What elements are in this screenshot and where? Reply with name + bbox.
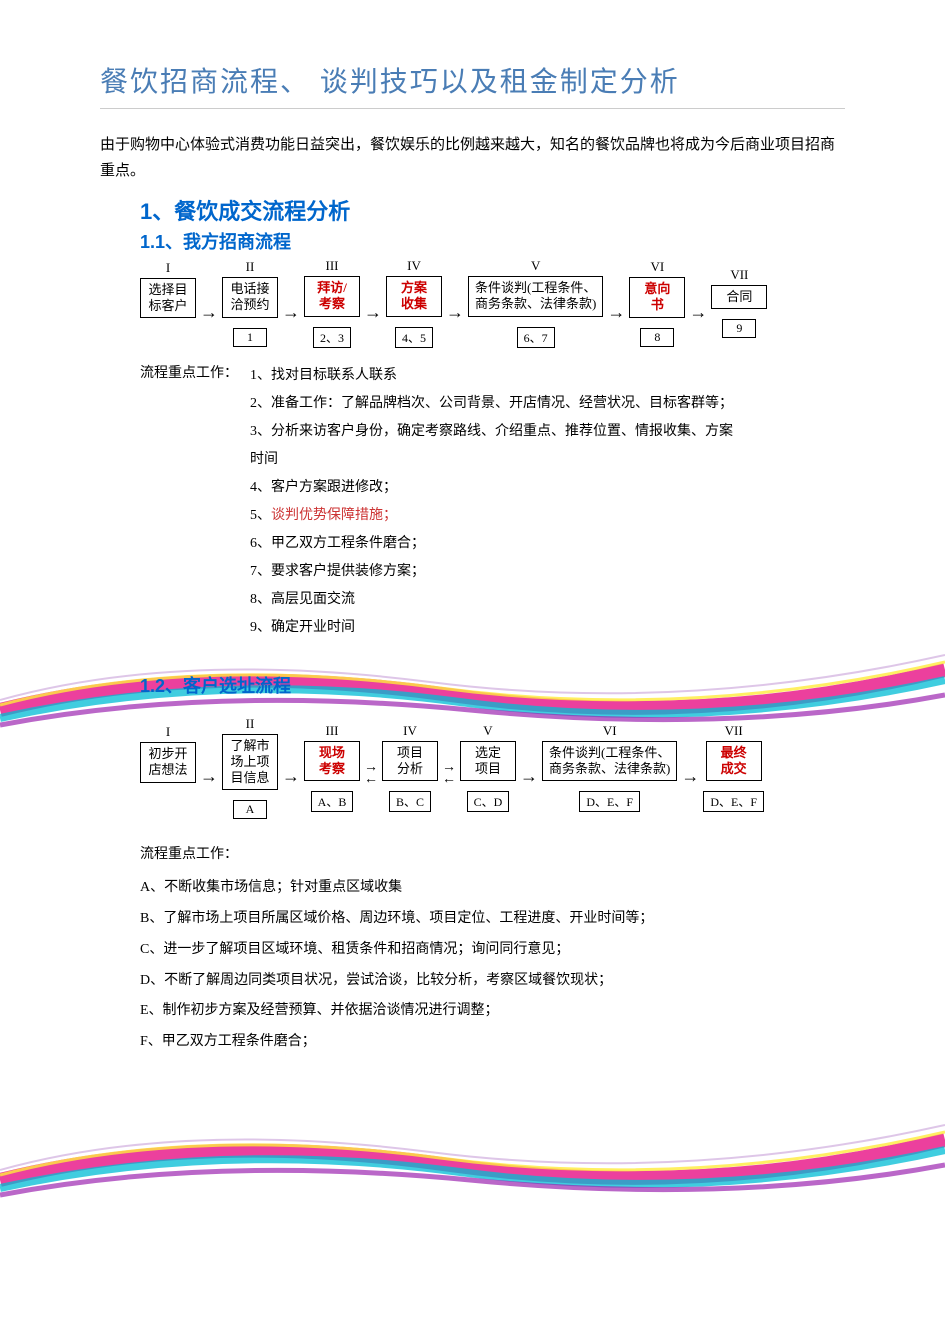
flow-node: 条件谈判(工程条件、商务条款、法律条款) [542,741,677,782]
flow-node: 现场考察 [304,741,360,782]
flow-node: 选择目标客户 [140,278,196,319]
flow-1-work-list: 1、找对目标联系人联系2、准备工作：了解品牌档次、公司背景、开店情况、经营状况、… [250,362,845,642]
arrow-icon: → [677,767,703,785]
work-item: 5、谈判优势保障措施； [250,502,845,530]
flow-node: 初步开店想法 [140,742,196,783]
flow-step: I 初步开店想法 [140,724,196,811]
flow-step-roman: IV [403,723,417,739]
intro-paragraph: 由于购物中心体验式消费功能日益突出，餐饮娱乐的比例越来越大，知名的餐饮品牌也将成… [100,133,845,184]
flow-sub-box: 8 [640,328,674,347]
page-title: 餐饮招商流程、 谈判技巧以及租金制定分析 [100,60,845,109]
work-item: 7、要求客户提供装修方案； [250,558,845,586]
work-item: 8、高层见面交流 [250,586,845,614]
work-item: C、进一步了解项目区域环境、租赁条件和招商情况；询问同行意见； [140,935,845,966]
flow-step: II 电话接洽预约 1 [222,259,278,347]
flow-sub-box: B、C [389,791,431,812]
arrow-icon: → [685,303,711,321]
flow-step-roman: V [483,723,492,739]
flow-2: I初步开店想法→II了解市场上项目信息A→III现场考察A、B→←IV项目分析B… [140,716,845,820]
flow-step-roman: VII [730,267,748,283]
flow-1: I选择目标客户→II电话接洽预约1→III拜访/考察2、3→IV方案收集4、5→… [140,258,845,348]
work-item: A、不断收集市场信息；针对重点区域收集 [140,873,845,904]
flow-step-roman: III [326,723,339,739]
arrow-icon: →← [360,762,382,787]
flow-2-work-label: 流程重点工作： [140,843,845,863]
flow-step: I 选择目标客户 [140,260,196,347]
arrow-icon: → [603,303,629,321]
flow-step: V 选定项目 C、D [460,723,516,813]
flow-node: 意向书 [629,277,685,318]
work-item: D、不断了解周边同类项目状况，尝试洽谈，比较分析，考察区域餐饮现状； [140,966,845,997]
flow-step-roman: I [166,724,170,740]
flow-sub-box: A [233,800,267,819]
arrow-icon: → [442,303,468,321]
flow-node: 合同 [711,285,767,309]
flow-step: V 条件谈判(工程条件、商务条款、法律条款) 6、7 [468,258,603,348]
arrow-icon: → [278,767,304,785]
flow-node: 最终成交 [706,741,762,782]
flow-sub-box: 6、7 [517,327,555,348]
flow-sub-box: 9 [722,319,756,338]
flow-step-roman: V [531,258,540,274]
flow-sub-box: 1 [233,328,267,347]
work-item: 6、甲乙双方工程条件磨合； [250,530,845,558]
flow-step: VII 合同 9 [711,267,767,338]
flow-step: III 拜访/考察 2、3 [304,258,360,348]
decorative-swoosh-2 [0,1110,945,1220]
flow-sub-box: A、B [311,791,354,812]
flow-step-roman: VI [650,259,664,275]
flow-step: IV 项目分析 B、C [382,723,438,813]
arrow-icon: → [196,767,222,785]
section-1-1-heading: 1.1、我方招商流程 [140,228,845,254]
section-1-2-heading: 1.2、客户选址流程 [140,672,845,698]
flow-step: VI 意向书 8 [629,259,685,347]
flow-step-roman: III [326,258,339,274]
flow-2-work-list: A、不断收集市场信息；针对重点区域收集B、了解市场上项目所属区域价格、周边环境、… [140,873,845,1058]
flow-node: 选定项目 [460,741,516,782]
work-item: E、制作初步方案及经营预算、并依据洽谈情况进行调整； [140,996,845,1027]
arrow-icon: → [360,303,386,321]
flow-node: 拜访/考察 [304,276,360,317]
flow-node: 方案收集 [386,276,442,317]
arrow-icon: →← [438,762,460,787]
work-item: 9、确定开业时间 [250,614,845,642]
flow-step-roman: VI [603,723,617,739]
work-item: 3、分析来访客户身份，确定考察路线、介绍重点、推荐位置、情报收集、方案 [250,418,845,446]
flow-sub-box: 4、5 [395,327,433,348]
flow-step: IV 方案收集 4、5 [386,258,442,348]
work-item: 时间 [250,446,845,474]
flow-step-roman: VII [725,723,743,739]
arrow-icon: → [278,303,304,321]
flow-node: 电话接洽预约 [222,277,278,318]
flow-step: VII 最终成交 D、E、F [703,723,764,813]
flow-step-roman: II [246,716,255,732]
flow-1-work-label: 流程重点工作： [140,362,238,382]
flow-node: 条件谈判(工程条件、商务条款、法律条款) [468,276,603,317]
flow-sub-box: D、E、F [579,791,640,812]
arrow-icon: → [516,767,542,785]
flow-node: 项目分析 [382,741,438,782]
work-item: F、甲乙双方工程条件磨合； [140,1027,845,1058]
flow-step-roman: IV [407,258,421,274]
flow-node: 了解市场上项目信息 [222,734,278,791]
work-item: 4、客户方案跟进修改； [250,474,845,502]
work-item: 2、准备工作：了解品牌档次、公司背景、开店情况、经营状况、目标客群等； [250,390,845,418]
flow-step: II 了解市场上项目信息 A [222,716,278,820]
section-1-heading: 1、餐饮成交流程分析 [140,194,845,226]
flow-step: VI 条件谈判(工程条件、商务条款、法律条款) D、E、F [542,723,677,813]
work-item: 1、找对目标联系人联系 [250,362,845,390]
flow-step: III 现场考察 A、B [304,723,360,813]
work-item: B、了解市场上项目所属区域价格、周边环境、项目定位、工程进度、开业时间等； [140,904,845,935]
flow-step-roman: I [166,260,170,276]
arrow-icon: → [196,303,222,321]
flow-sub-box: D、E、F [703,791,764,812]
flow-step-roman: II [246,259,255,275]
flow-sub-box: C、D [467,791,510,812]
flow-sub-box: 2、3 [313,327,351,348]
